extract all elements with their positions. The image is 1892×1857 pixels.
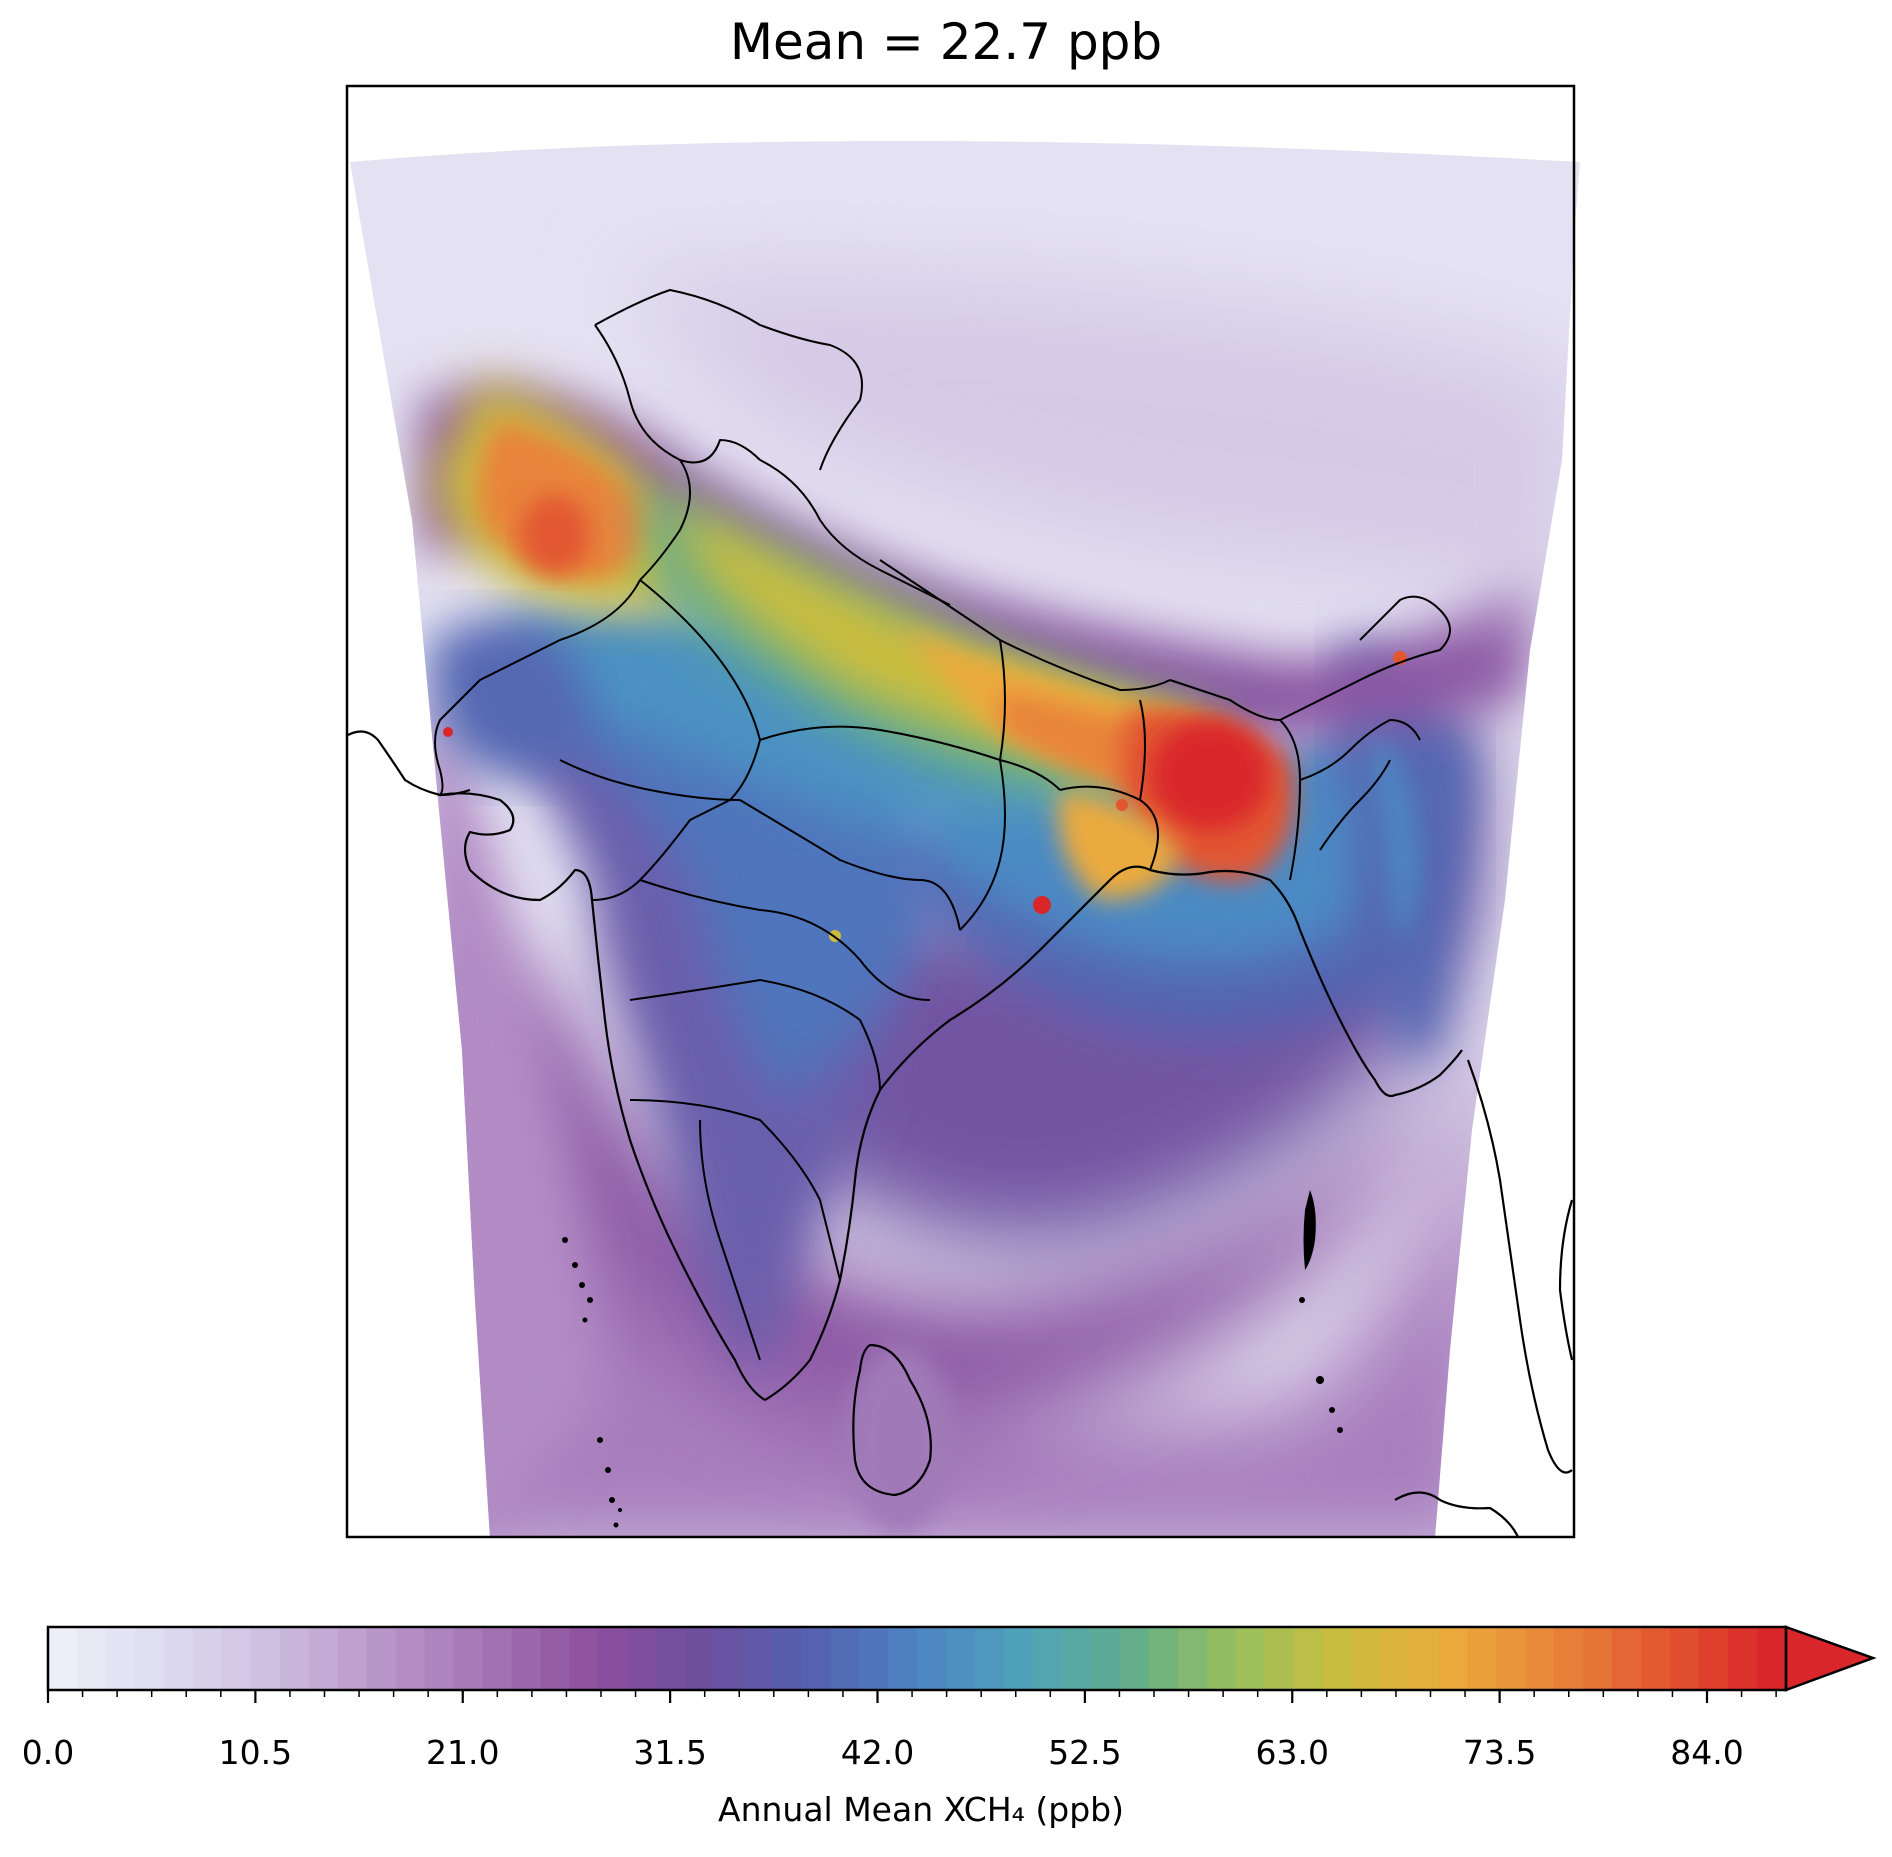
colorbar-step xyxy=(656,1627,686,1690)
colorbar-step xyxy=(1003,1627,1034,1690)
colorbar-step xyxy=(511,1627,542,1690)
colorbar-step xyxy=(1293,1627,1324,1690)
map-frame xyxy=(345,84,1576,1539)
colorbar-step xyxy=(1438,1627,1468,1690)
colorbar-tick-label: 63.0 xyxy=(1255,1733,1329,1772)
colorbar-step xyxy=(1264,1627,1295,1690)
colorbar-step xyxy=(105,1627,136,1690)
colorbar-step xyxy=(1583,1627,1613,1690)
colorbar-step xyxy=(1525,1627,1555,1690)
colorbar-step xyxy=(337,1627,368,1690)
colorbar-tick-label: 73.5 xyxy=(1462,1733,1537,1772)
colorbar-step xyxy=(192,1627,223,1690)
colorbar-tick-label: 21.0 xyxy=(426,1733,500,1772)
colorbar-step xyxy=(1235,1627,1266,1690)
colorbar-step xyxy=(48,1627,78,1690)
colorbar-step xyxy=(1061,1627,1092,1690)
colorbar-step xyxy=(366,1627,397,1690)
colorbar-step xyxy=(1612,1627,1642,1690)
islands xyxy=(562,1190,1343,1528)
colorbar-tick-label: 31.5 xyxy=(633,1733,707,1772)
colorbar-step xyxy=(1032,1627,1063,1690)
colorbar-step xyxy=(1641,1627,1671,1690)
chart-title: Mean = 22.7 ppb xyxy=(729,13,1163,71)
colorbar-step xyxy=(221,1627,252,1690)
colorbar-step xyxy=(1090,1627,1121,1690)
colorbar-step xyxy=(888,1627,918,1690)
colorbar-tick-label: 0.0 xyxy=(21,1733,75,1772)
colorbar-step xyxy=(424,1627,455,1690)
colorbar-step xyxy=(482,1627,513,1690)
colorbar-step xyxy=(1148,1627,1179,1690)
xch4-field xyxy=(350,141,1580,1538)
colorbar-step xyxy=(685,1627,715,1690)
colorbar-step xyxy=(453,1627,484,1690)
colorbar-tick-label: 42.0 xyxy=(840,1733,915,1772)
colorbar-step xyxy=(1554,1627,1584,1690)
colorbar-step xyxy=(279,1627,310,1690)
colorbar-step xyxy=(598,1627,628,1690)
colorbar-step xyxy=(1119,1627,1150,1690)
colorbar-step xyxy=(76,1627,107,1690)
colorbar-step xyxy=(308,1627,339,1690)
colorbar-step xyxy=(134,1627,165,1690)
colorbar-tick-label: 52.5 xyxy=(1048,1733,1122,1772)
colorbar-step xyxy=(1177,1627,1208,1690)
colorbar-step xyxy=(917,1627,947,1690)
colorbar-step xyxy=(1351,1627,1382,1690)
colorbar-step xyxy=(1467,1627,1497,1690)
colorbar-step xyxy=(1409,1627,1439,1690)
colorbar-step xyxy=(1380,1627,1411,1690)
colorbar-step xyxy=(714,1627,744,1690)
colorbar-step xyxy=(859,1627,889,1690)
borders xyxy=(434,289,1451,1361)
colorbar-label: Annual Mean XCH₄ (ppb) xyxy=(718,1790,1124,1829)
colorbar-step xyxy=(1206,1627,1237,1690)
colorbar-step xyxy=(540,1627,570,1690)
colorbar-frame xyxy=(46,1625,1788,1692)
colorbar-step xyxy=(1496,1627,1526,1690)
colorbar-step xyxy=(945,1627,976,1690)
colorbar-tick-label: 84.0 xyxy=(1670,1733,1744,1772)
map xyxy=(345,84,1580,1539)
colorbar-step xyxy=(627,1627,657,1690)
colorbar-extend-arrow xyxy=(1784,1625,1877,1692)
colorbar-step xyxy=(1699,1627,1729,1690)
colorbar-step xyxy=(569,1627,599,1690)
colorbar-step xyxy=(830,1627,860,1690)
colorbar-step xyxy=(163,1627,194,1690)
colorbar-step xyxy=(1322,1627,1353,1690)
colorbar-step xyxy=(1670,1627,1700,1690)
colorbar-step xyxy=(1728,1627,1758,1690)
colorbar-step xyxy=(801,1627,831,1690)
colorbar-tick-label: 10.5 xyxy=(218,1733,293,1772)
colorbar-step xyxy=(974,1627,1005,1690)
colorbar-step xyxy=(250,1627,281,1690)
colorbar-step xyxy=(395,1627,426,1690)
colorbar-step xyxy=(772,1627,802,1690)
colorbar-step xyxy=(1757,1627,1787,1690)
colorbar-step xyxy=(743,1627,773,1690)
